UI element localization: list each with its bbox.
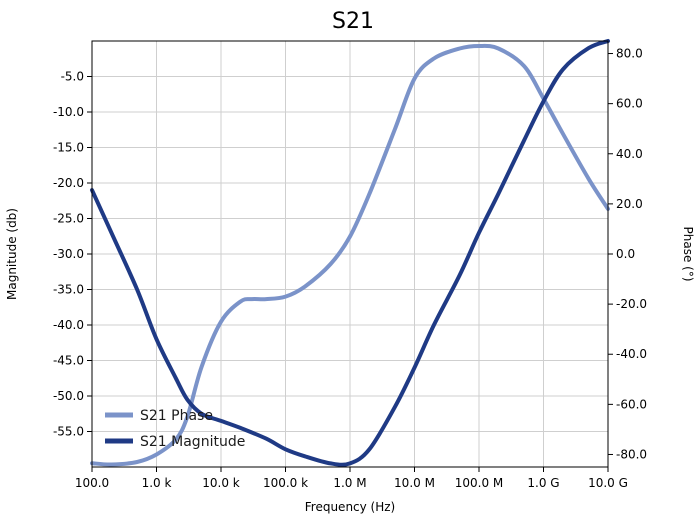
- y-tick-label: -55.0: [53, 425, 84, 439]
- y-tick-label: -40.0: [53, 318, 84, 332]
- y2-tick-label: -20.0: [616, 297, 647, 311]
- x-tick-label: 10.0 M: [394, 476, 435, 490]
- x-tick-label: 100.0: [75, 476, 109, 490]
- y-axis-right: 80.0 60.0 40.0 20.0 0.0 -20.0 -40.0 -60.0 -80.0: [608, 47, 647, 461]
- y-tick-label: -30.0: [53, 247, 84, 261]
- y2-tick-label: 20.0: [616, 197, 643, 211]
- y-tick-label: -35.0: [53, 283, 84, 297]
- x-tick-label: 10.0 G: [588, 476, 628, 490]
- x-tick-label: 100.0 k: [263, 476, 308, 490]
- y2-tick-label: 80.0: [616, 47, 643, 61]
- legend: S21 Phase S21 Magnitude: [105, 408, 245, 450]
- y-tick-label: -20.0: [53, 176, 84, 190]
- y2-tick-label: 60.0: [616, 97, 643, 111]
- x-tick-label: 1.0 G: [527, 476, 559, 490]
- legend-label-magnitude: S21 Magnitude: [140, 434, 245, 450]
- chart-title: S21: [332, 9, 374, 34]
- y2-tick-label: 0.0: [616, 247, 635, 261]
- x-axis-label: Frequency (Hz): [305, 500, 396, 514]
- x-tick-label: 1.0 M: [333, 476, 366, 490]
- y-tick-label: -5.0: [61, 70, 84, 84]
- series-line-phase: [90, 43, 610, 467]
- y-tick-label: -45.0: [53, 354, 84, 368]
- x-tick-label: 10.0 k: [202, 476, 240, 490]
- y-tick-label: -10.0: [53, 105, 84, 119]
- y-tick-label: -50.0: [53, 389, 84, 403]
- x-tick-label: 1.0 k: [142, 476, 172, 490]
- y2-axis-label: Phase (°): [681, 226, 695, 281]
- grid: [91, 41, 609, 467]
- y2-tick-label: -80.0: [616, 447, 647, 461]
- y-axis-left: -5.0 -10.0 -15.0 -20.0 -25.0 -30.0 -35.0 -40.0 -…: [53, 70, 92, 439]
- y2-tick-label: -60.0: [616, 397, 647, 411]
- y2-tick-label: 40.0: [616, 147, 643, 161]
- series-line-magnitude: [90, 39, 610, 467]
- x-axis: 100.0 1.0 k 10.0 k 100.0 k 1.0 M 10.0 M 100.0 …: [75, 467, 628, 490]
- y2-tick-label: -40.0: [616, 347, 647, 361]
- y-axis-label: Magnitude (db): [5, 208, 19, 300]
- y-tick-label: -15.0: [53, 141, 84, 155]
- series-layer: [90, 39, 610, 467]
- legend-label-phase: S21 Phase: [140, 408, 213, 424]
- y-tick-label: -25.0: [53, 212, 84, 226]
- x-tick-label: 100.0 M: [455, 476, 504, 490]
